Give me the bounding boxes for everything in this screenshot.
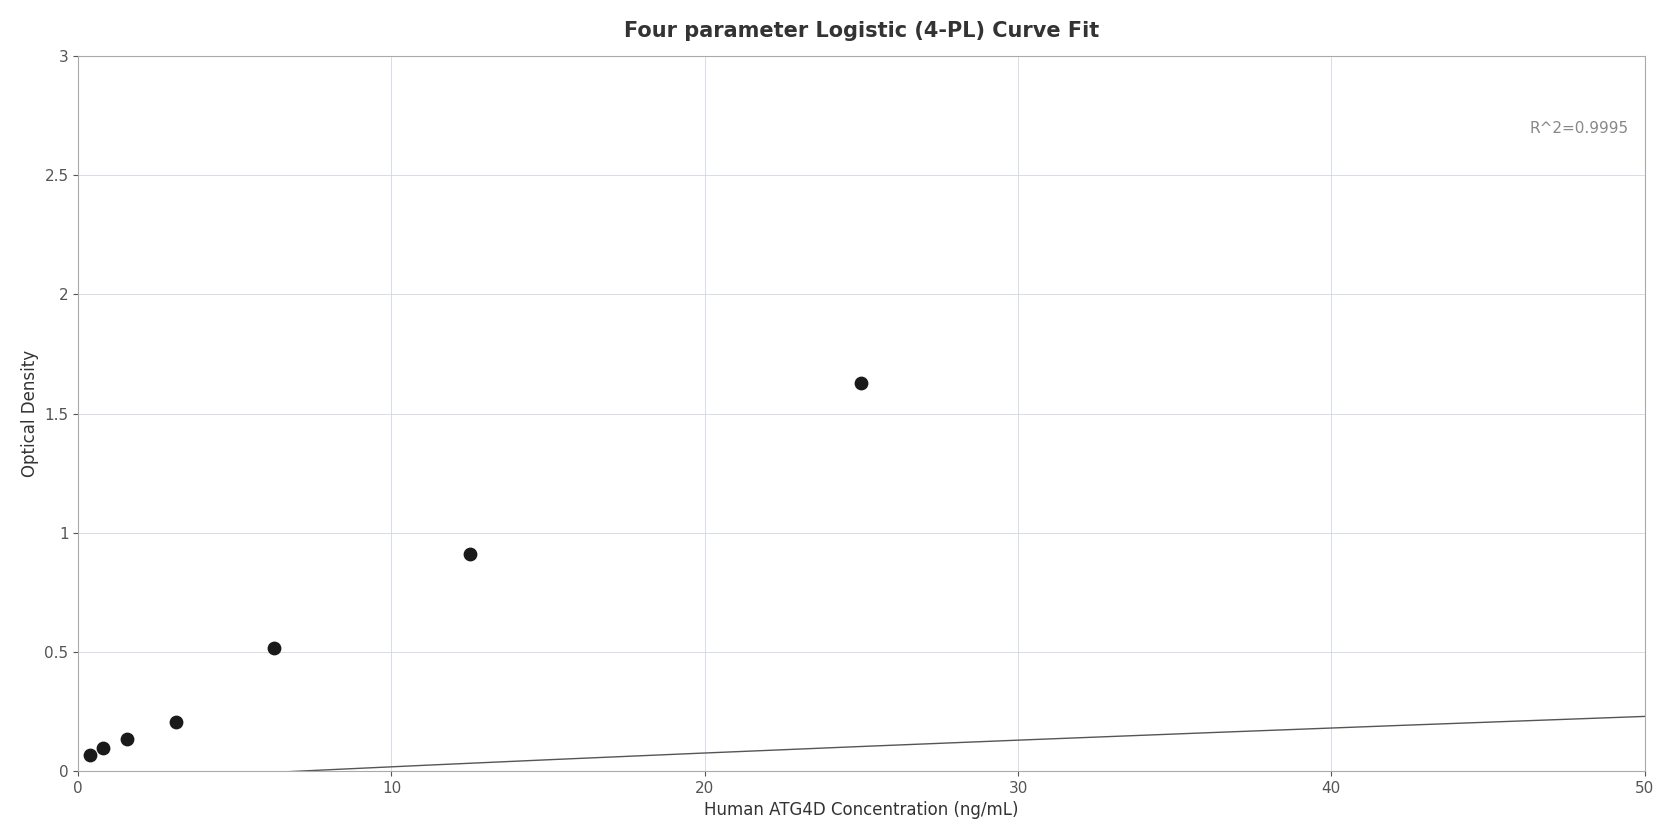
Point	[261, 642, 288, 655]
X-axis label: Human ATG4D Concentration (ng/mL): Human ATG4D Concentration (ng/mL)	[704, 801, 1018, 819]
Point	[162, 715, 189, 728]
Point	[89, 742, 116, 755]
Point	[848, 376, 874, 390]
Y-axis label: Optical Density: Optical Density	[20, 350, 39, 477]
Text: R^2=0.9995: R^2=0.9995	[1529, 121, 1628, 135]
Point	[77, 748, 104, 761]
Point	[456, 548, 482, 561]
Point	[114, 732, 141, 745]
Title: Four parameter Logistic (4-PL) Curve Fit: Four parameter Logistic (4-PL) Curve Fit	[623, 21, 1099, 41]
